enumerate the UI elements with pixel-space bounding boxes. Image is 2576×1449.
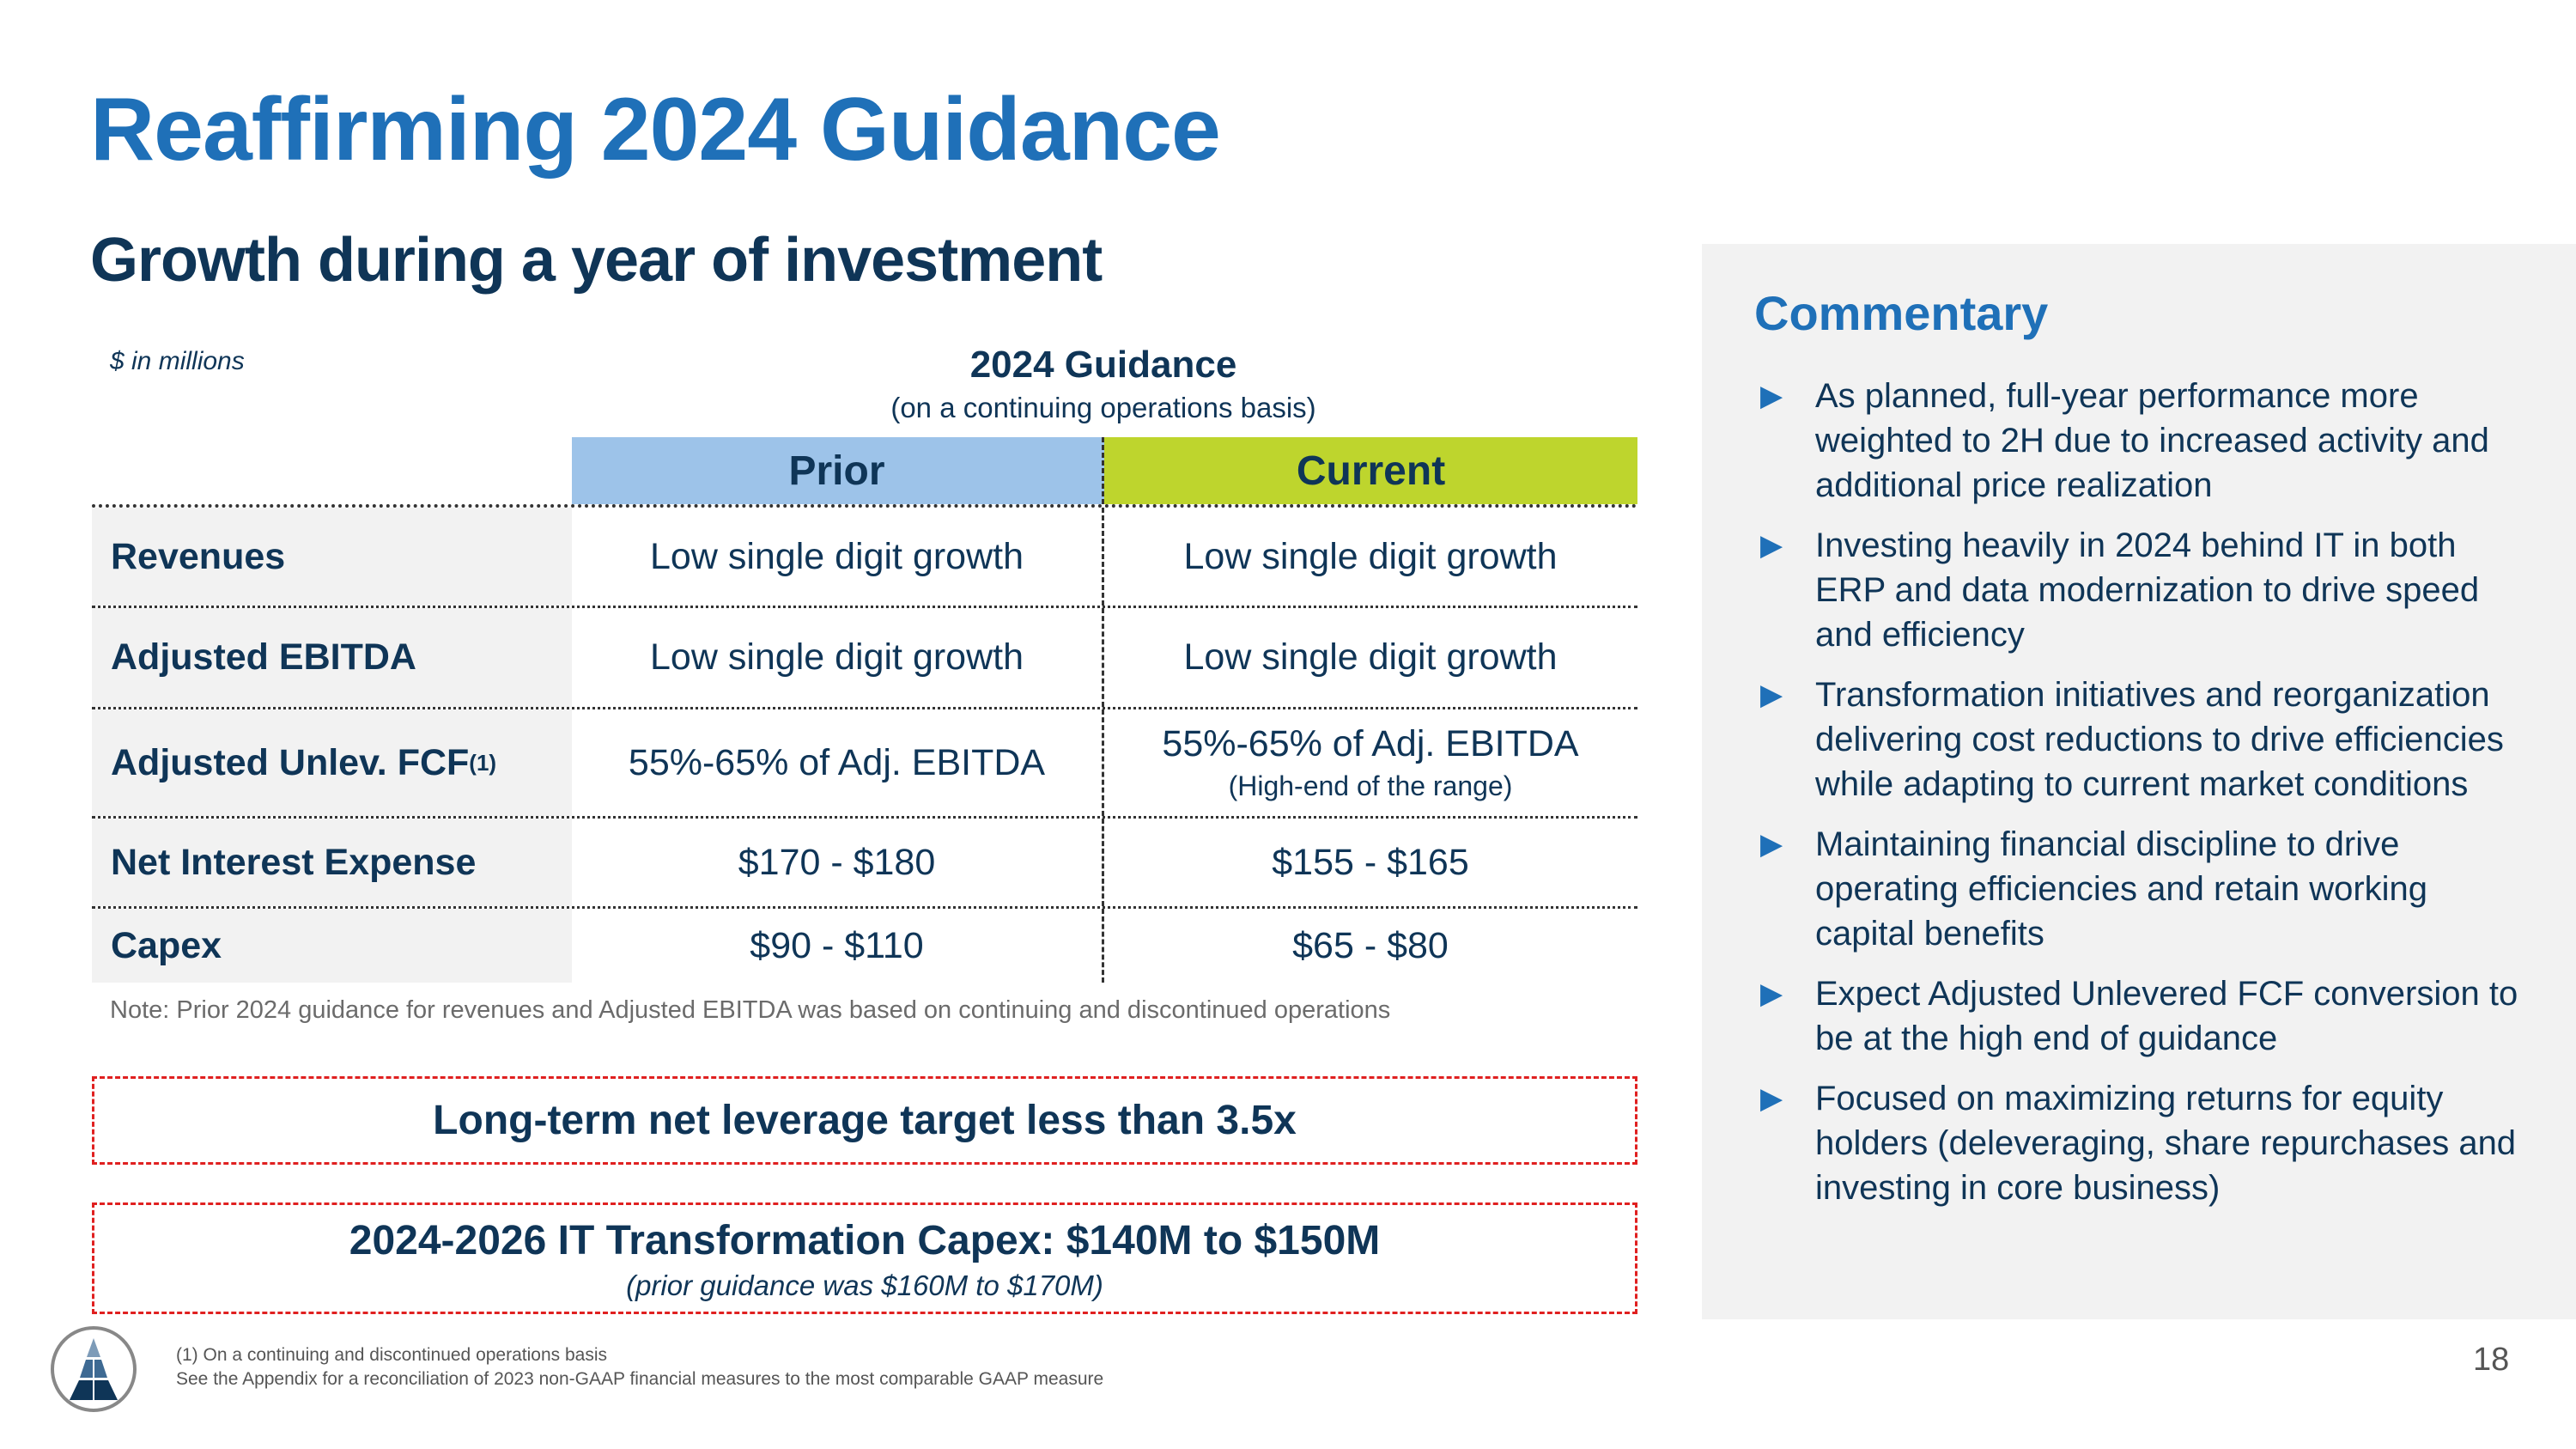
- triangle-right-icon: ▶: [1760, 977, 1783, 1010]
- current-value-text: 55%-65% of Adj. EBITDA: [1162, 723, 1579, 764]
- header-prior: Prior: [572, 437, 1104, 504]
- triangle-right-icon: ▶: [1760, 828, 1783, 861]
- current-value: Low single digit growth: [1183, 636, 1558, 678]
- row-label: Capex: [92, 909, 572, 983]
- company-logo: [51, 1326, 137, 1412]
- guidance-table: Prior Current Revenues Low single digit …: [92, 437, 1637, 983]
- triangle-right-icon: ▶: [1760, 529, 1783, 562]
- list-item-text: Focused on maximizing returns for equity…: [1815, 1080, 2517, 1207]
- current-value: $65 - $80: [1292, 924, 1449, 966]
- it-capex-subtitle: (prior guidance was $160M to $170M): [626, 1269, 1103, 1301]
- units-label: $ in millions: [110, 347, 245, 375]
- prior-value: 55%-65% of Adj. EBITDA: [572, 709, 1104, 816]
- footnote-marker: (1): [469, 749, 497, 776]
- table-row: Adjusted Unlev. FCF (1) 55%-65% of Adj. E…: [92, 709, 1637, 819]
- triangle-right-icon: ▶: [1760, 380, 1783, 412]
- row-label: Net Interest Expense: [92, 819, 572, 906]
- row-label-text: Adjusted Unlev. FCF: [111, 741, 470, 783]
- page-subtitle: Growth during a year of investment: [90, 226, 1103, 295]
- list-item-text: As planned, full-year performance more w…: [1815, 377, 2489, 504]
- current-value: $155 - $165: [1272, 841, 1469, 883]
- table-row: Net Interest Expense $170 - $180 $155 - …: [92, 819, 1637, 909]
- list-item-text: Transformation initiatives and reorganiz…: [1815, 676, 2504, 803]
- table-row: Capex $90 - $110 $65 - $80: [92, 909, 1637, 983]
- prior-value: $170 - $180: [572, 819, 1104, 906]
- current-value: Low single digit growth: [1183, 535, 1558, 577]
- footnote: See the Appendix for a reconciliation of…: [176, 1369, 1104, 1389]
- page-number: 18: [2473, 1342, 2510, 1378]
- commentary-title: Commentary: [1754, 286, 2049, 340]
- footnote: (1) On a continuing and discontinued ope…: [176, 1345, 607, 1365]
- it-capex-title: 2024-2026 IT Transformation Capex: $140M…: [349, 1218, 1381, 1263]
- list-item-text: Expect Adjusted Unlevered FCF conversion…: [1815, 975, 2518, 1057]
- table-row: Adjusted EBITDA Low single digit growth …: [92, 608, 1637, 709]
- current-value: 55%-65% of Adj. EBITDA (High-end of the …: [1104, 709, 1637, 816]
- guidance-title: 2024 Guidance: [969, 344, 1237, 386]
- commentary-panel: [1702, 244, 2576, 1319]
- page-title: Reaffirming 2024 Guidance: [90, 80, 1221, 180]
- row-label: Adjusted EBITDA: [92, 608, 572, 707]
- list-item: ▶ Transformation initiatives and reorgani…: [1760, 673, 2533, 807]
- it-capex-box: 2024-2026 IT Transformation Capex: $140M…: [92, 1202, 1637, 1314]
- current-value-note: (High-end of the range): [1228, 770, 1513, 801]
- list-item: ▶ Expect Adjusted Unlevered FCF conversio…: [1760, 971, 2533, 1061]
- list-item-text: Investing heavily in 2024 behind IT in b…: [1815, 527, 2480, 654]
- table-header: Prior Current: [92, 437, 1637, 508]
- list-item: ▶ Focused on maximizing returns for equit…: [1760, 1076, 2533, 1210]
- guidance-subtitle: (on a continuing operations basis): [890, 392, 1316, 423]
- list-item-text: Maintaining financial discipline to driv…: [1815, 825, 2428, 953]
- prior-value: Low single digit growth: [572, 508, 1104, 606]
- table-row: Revenues Low single digit growth Low sin…: [92, 508, 1637, 608]
- leverage-target-box: Long-term net leverage target less than …: [92, 1076, 1637, 1165]
- logo-triangle-icon: [70, 1338, 118, 1400]
- prior-value: $90 - $110: [572, 909, 1104, 983]
- list-item: ▶ Maintaining financial discipline to dri…: [1760, 822, 2533, 956]
- table-note: Note: Prior 2024 guidance for revenues a…: [110, 996, 1391, 1024]
- commentary-list: ▶ As planned, full-year performance more …: [1760, 374, 2533, 1226]
- list-item: ▶ Investing heavily in 2024 behind IT in …: [1760, 523, 2533, 657]
- header-current: Current: [1104, 437, 1637, 504]
- row-label: Revenues: [92, 508, 572, 606]
- prior-value: Low single digit growth: [572, 608, 1104, 707]
- list-item: ▶ As planned, full-year performance more …: [1760, 374, 2533, 508]
- row-label: Adjusted Unlev. FCF (1): [92, 709, 572, 816]
- triangle-right-icon: ▶: [1760, 679, 1783, 711]
- triangle-right-icon: ▶: [1760, 1082, 1783, 1115]
- header-blank: [92, 437, 572, 504]
